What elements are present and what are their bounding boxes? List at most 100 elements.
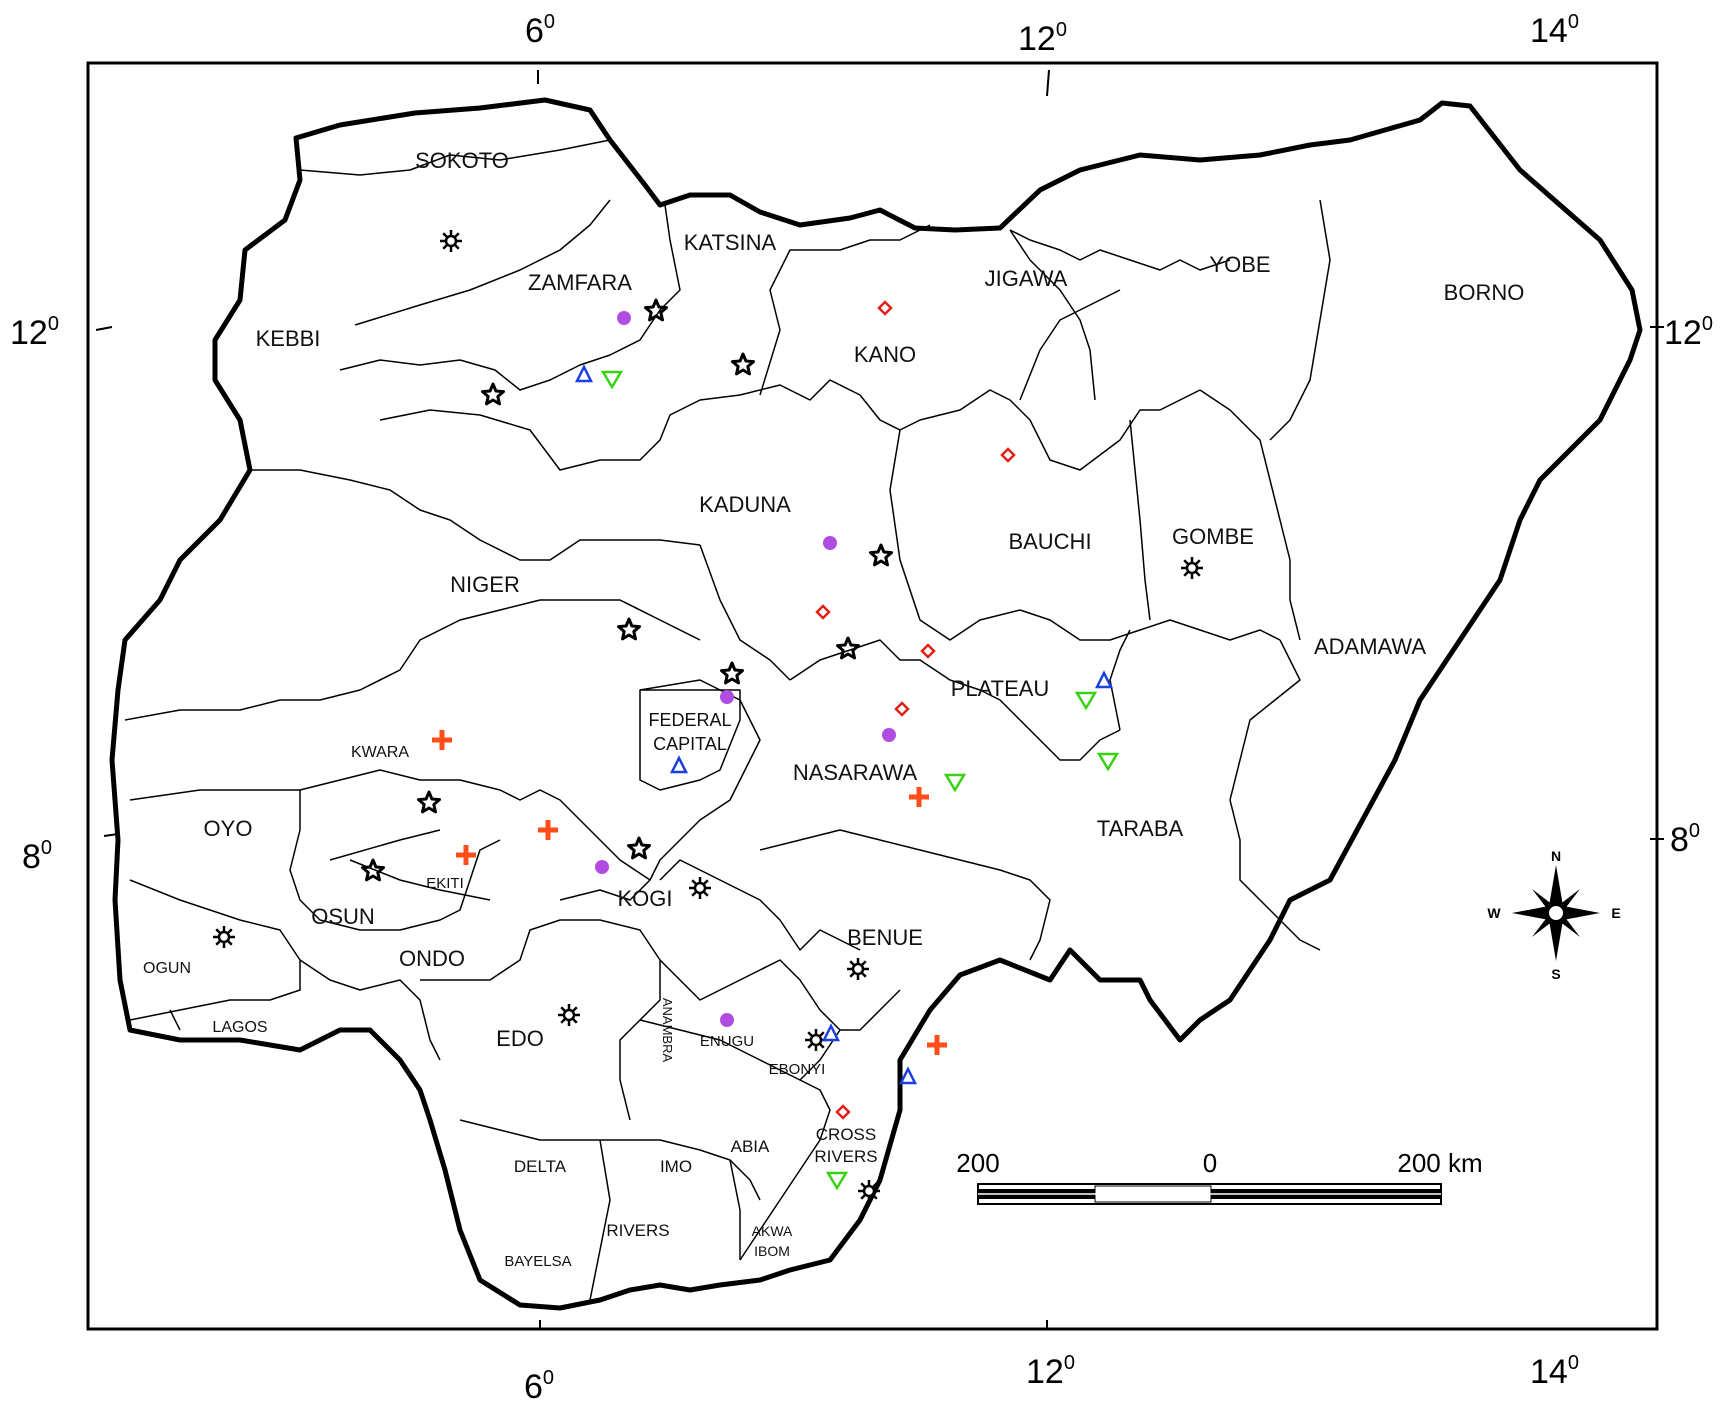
state-label-ebonyi: EBONYI xyxy=(769,1061,826,1078)
axis-labels: 60 120 140 60 120 140 120 80 120 80 xyxy=(10,11,1713,1406)
marker-cross-3 xyxy=(909,787,929,807)
state-label-delta: DELTA xyxy=(514,1157,567,1176)
state-label-kaduna: KADUNA xyxy=(699,492,791,517)
state-label-akwa-ibom-line1: AKWA xyxy=(752,1223,793,1239)
marker-sun-4 xyxy=(847,958,869,980)
state-label-anambra: ANAMBRA xyxy=(660,998,675,1063)
state-label-katsina: KATSINA xyxy=(684,230,777,255)
marker-triangle-down-4 xyxy=(825,1171,849,1191)
state-label-lagos: LAGOS xyxy=(212,1019,267,1036)
marker-triangle-up-1 xyxy=(1094,670,1114,689)
scale-label-left: 200 xyxy=(956,1148,999,1178)
state-label-bayelsa: BAYELSA xyxy=(504,1253,571,1270)
marker-diamond-4 xyxy=(894,701,910,717)
state-label-adamawa: ADAMAWA xyxy=(1314,634,1426,659)
state-label-kogi: KOGI xyxy=(617,886,672,911)
marker-dot-2 xyxy=(720,690,734,704)
marker-sun-3 xyxy=(689,877,711,899)
marker-diamond-1 xyxy=(1000,447,1016,463)
marker-triangle-up-4 xyxy=(898,1066,918,1085)
compass-w: W xyxy=(1487,905,1501,921)
marker-triangle-down-2 xyxy=(1096,752,1120,772)
axis-top-label-0: 60 xyxy=(525,11,555,50)
marker-dot-5 xyxy=(720,1013,734,1027)
state-label-enugu: ENUGU xyxy=(700,1033,754,1050)
marker-sun-2 xyxy=(213,926,235,948)
state-label-rivers: RIVERS xyxy=(606,1221,669,1240)
map-markers xyxy=(213,230,1203,1202)
marker-star-8 xyxy=(361,858,385,882)
marker-cross-0 xyxy=(432,730,452,750)
marker-sun-7 xyxy=(858,1180,880,1202)
axis-bottom-label-2: 140 xyxy=(1530,1352,1579,1391)
state-label-fct-line1: FEDERAL xyxy=(648,710,731,730)
state-label-borno: BORNO xyxy=(1444,280,1525,305)
map-frame xyxy=(86,61,1659,1331)
marker-triangle-up-0 xyxy=(574,364,594,383)
marker-star-6 xyxy=(720,661,744,685)
axis-bottom-label-0: 60 xyxy=(524,1367,554,1406)
marker-star-3 xyxy=(869,543,893,567)
state-label-abia: ABIA xyxy=(731,1137,770,1156)
marker-dot-1 xyxy=(823,536,837,550)
state-label-yobe: YOBE xyxy=(1209,252,1270,277)
state-label-fct-line2: CAPITAL xyxy=(653,734,727,754)
state-label-zamfara: ZAMFARA xyxy=(528,270,632,295)
state-label-sokoto: SOKOTO xyxy=(415,148,509,173)
marker-cross-1 xyxy=(538,820,558,840)
marker-sun-6 xyxy=(805,1029,827,1051)
marker-cross-4 xyxy=(927,1035,947,1055)
state-label-osun: OSUN xyxy=(311,904,375,929)
marker-dot-4 xyxy=(595,860,609,874)
marker-sun-0 xyxy=(440,230,462,252)
marker-diamond-3 xyxy=(920,643,936,659)
marker-cross-2 xyxy=(456,845,476,865)
marker-dot-0 xyxy=(617,311,631,325)
axis-ticks xyxy=(95,69,1664,1329)
state-labels: SOKOTO KATSINA ZAMFARA KEBBI JIGAWA YOBE… xyxy=(143,148,1524,1270)
state-label-gombe: GOMBE xyxy=(1172,524,1254,549)
state-label-nasarawa: NASARAWA xyxy=(793,760,918,785)
marker-star-5 xyxy=(836,636,860,660)
state-label-taraba: TARABA xyxy=(1097,816,1184,841)
marker-dot-3 xyxy=(882,728,896,742)
state-label-benue: BENUE xyxy=(847,925,923,950)
axis-top-label-1: 120 xyxy=(1018,19,1067,58)
state-label-kano: KANO xyxy=(854,342,916,367)
state-label-cross-rivers-line1: CROSS xyxy=(816,1125,876,1144)
marker-star-7 xyxy=(417,790,441,814)
marker-star-4 xyxy=(617,617,641,641)
state-label-niger: NIGER xyxy=(450,572,520,597)
axis-right-label-0: 120 xyxy=(1664,313,1713,352)
state-boundaries xyxy=(124,139,1331,1301)
state-label-ondo: ONDO xyxy=(399,946,465,971)
marker-triangle-down-0 xyxy=(600,370,624,390)
compass-n: N xyxy=(1551,848,1561,864)
state-label-edo: EDO xyxy=(496,1026,544,1051)
state-label-jigawa: JIGAWA xyxy=(985,266,1068,291)
compass-s: S xyxy=(1551,966,1560,982)
state-label-ekiti: EKITI xyxy=(426,875,464,892)
marker-triangle-up-2 xyxy=(669,755,689,774)
scale-bar: 200 0 200 km xyxy=(956,1148,1483,1205)
marker-star-1 xyxy=(481,382,505,406)
compass-e: E xyxy=(1611,905,1620,921)
state-label-akwa-ibom-line2: IBOM xyxy=(754,1243,790,1259)
axis-top-label-2: 140 xyxy=(1530,11,1579,50)
marker-star-9 xyxy=(627,836,651,860)
scale-label-right: 200 km xyxy=(1397,1148,1482,1178)
state-label-kwara: KWARA xyxy=(351,744,409,761)
marker-triangle-down-3 xyxy=(943,773,967,793)
scale-label-mid: 0 xyxy=(1203,1148,1217,1178)
state-label-cross-rivers-line2: RIVERS xyxy=(814,1147,877,1166)
compass-rose: N S E W xyxy=(1487,848,1620,982)
marker-diamond-2 xyxy=(815,604,831,620)
state-label-oyo: OYO xyxy=(204,816,253,841)
state-label-bauchi: BAUCHI xyxy=(1008,529,1091,554)
nigeria-outline xyxy=(109,97,1643,1311)
marker-diamond-0 xyxy=(877,300,893,316)
state-label-plateau: PLATEAU xyxy=(951,676,1050,701)
axis-left-label-0: 120 xyxy=(10,313,59,352)
marker-triangle-up-3 xyxy=(821,1023,841,1042)
